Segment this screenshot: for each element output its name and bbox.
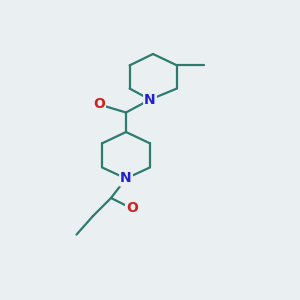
Text: O: O [93, 98, 105, 111]
Text: N: N [144, 93, 156, 106]
Text: O: O [126, 202, 138, 215]
Text: N: N [120, 172, 132, 185]
